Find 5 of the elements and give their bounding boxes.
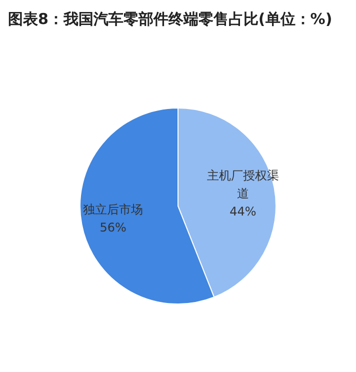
data-label: 56% bbox=[100, 220, 126, 234]
data-label: 44% bbox=[230, 204, 256, 219]
slice-label: 主机厂授权渠道 bbox=[206, 168, 279, 201]
slice-label: 独立后市场 bbox=[83, 202, 144, 216]
chart-title: 图表8：我国汽车零部件终端零售占比(单位：%) bbox=[8, 10, 332, 28]
